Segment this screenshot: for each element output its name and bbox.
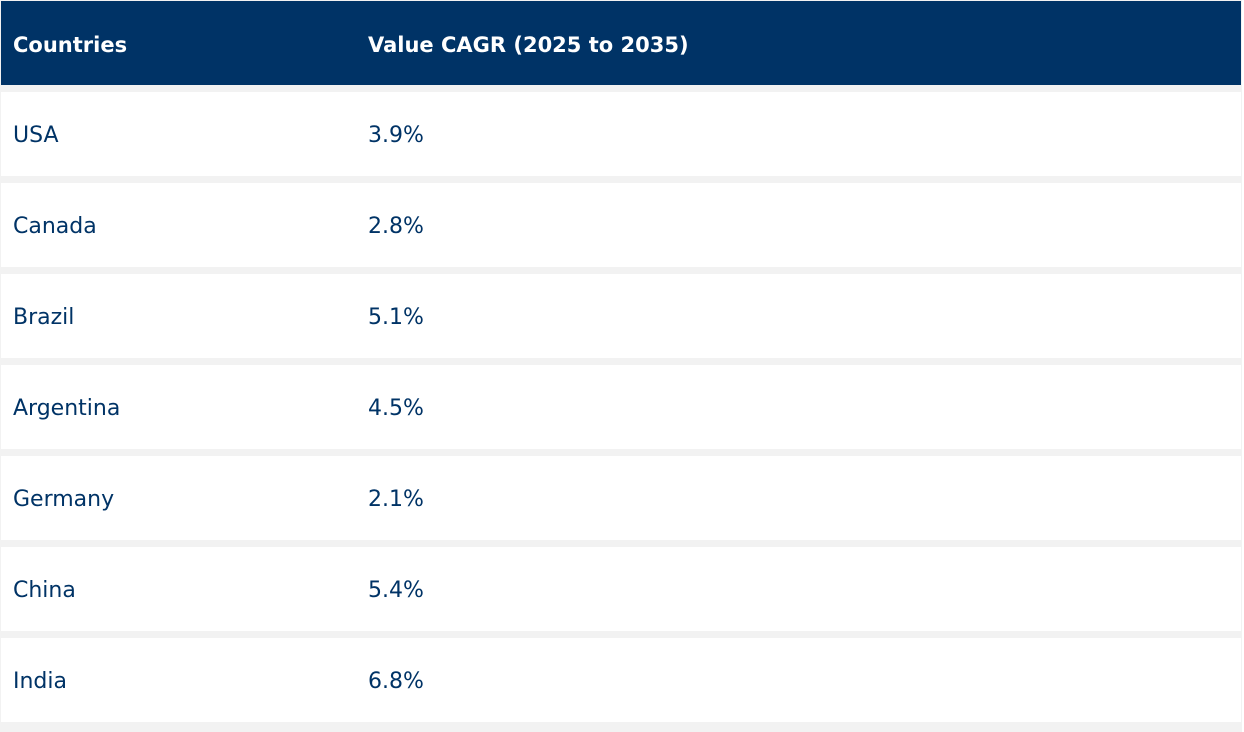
country-cell: USA — [13, 123, 59, 148]
table-row: China 5.4% — [1, 547, 1241, 631]
cagr-cell: 2.8% — [368, 214, 424, 239]
country-cell: Canada — [13, 214, 97, 239]
table-row: Germany 2.1% — [1, 456, 1241, 540]
cagr-cell: 3.9% — [368, 123, 424, 148]
country-cell: China — [13, 578, 76, 603]
cagr-cell: 5.1% — [368, 305, 424, 330]
country-cell: Argentina — [13, 396, 121, 421]
countries-header: Countries — [13, 33, 128, 57]
table-row: India 6.8% — [1, 638, 1241, 722]
table-row: USA 3.9% — [1, 92, 1241, 176]
cagr-cell: 4.5% — [368, 396, 424, 421]
cagr-cell: 2.1% — [368, 487, 424, 512]
value-cagr-header: Value CAGR (2025 to 2035) — [368, 33, 689, 57]
cagr-cell: 6.8% — [368, 669, 424, 694]
country-cell: Brazil — [13, 305, 75, 330]
country-cell: India — [13, 669, 67, 694]
country-cell: Germany — [13, 487, 115, 512]
table-row: Brazil 5.1% — [1, 274, 1241, 358]
table-row: Argentina 4.5% — [1, 365, 1241, 449]
cagr-cell: 5.4% — [368, 578, 424, 603]
table-row: Canada 2.8% — [1, 183, 1241, 267]
table-header-row: Countries Value CAGR (2025 to 2035) — [1, 1, 1241, 85]
